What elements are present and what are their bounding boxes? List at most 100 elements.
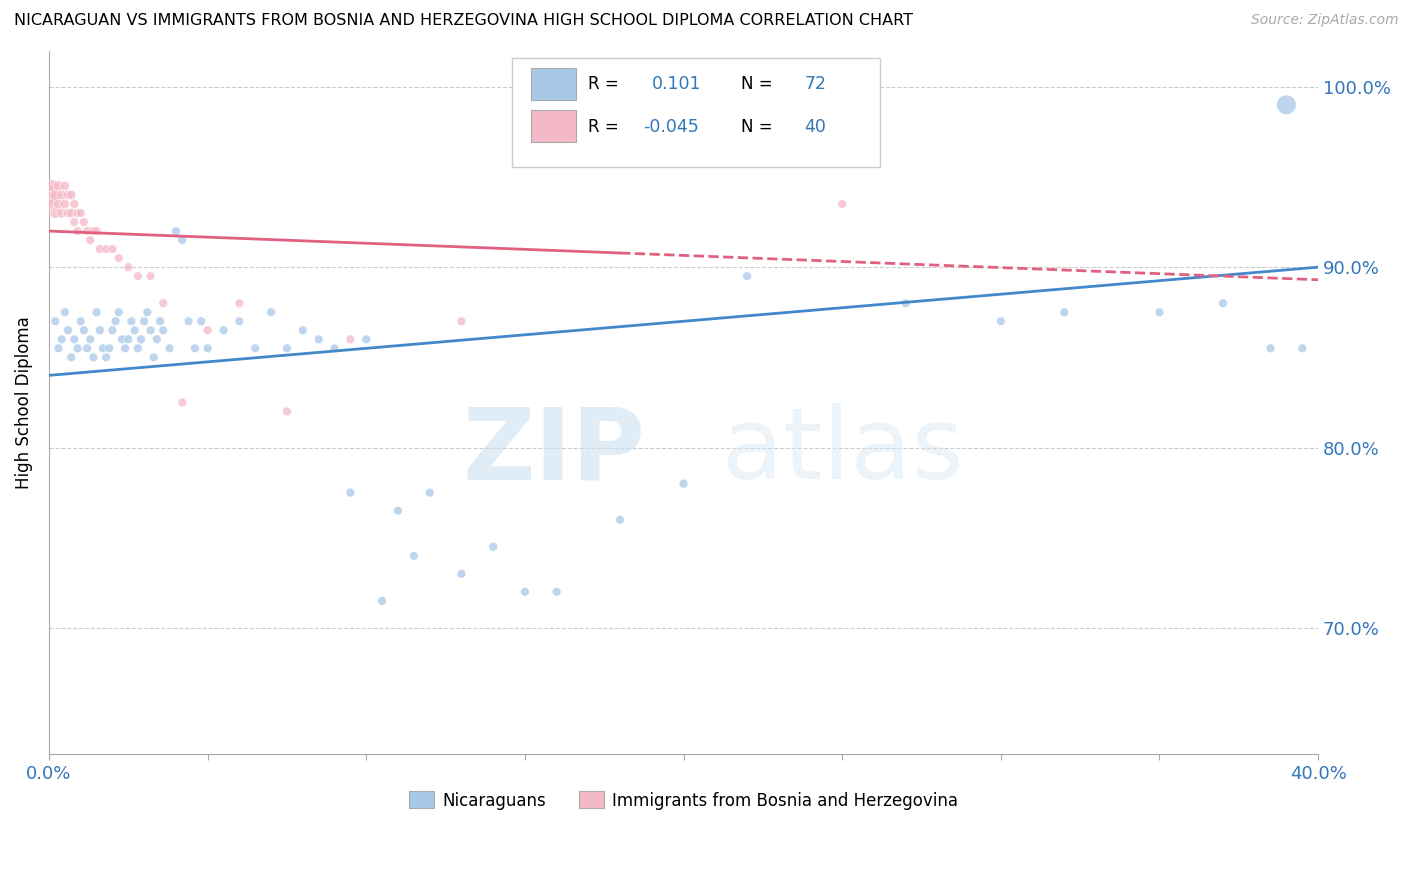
Point [94,242,117,256]
Point [53,305,76,319]
Point [114,342,136,356]
Point [86,305,108,319]
FancyBboxPatch shape [531,69,575,100]
Point [63,197,86,211]
Point [51,188,73,202]
Point [104,314,127,328]
Point [260,305,283,319]
Point [60,351,83,365]
Point [450,314,472,328]
Point [107,251,129,265]
Point [276,342,298,356]
Point [41,178,63,193]
Text: ZIP: ZIP [463,403,645,500]
Point [152,296,174,310]
Point [228,314,250,328]
Point [79,233,101,247]
Point [63,215,86,229]
Point [91,342,114,356]
Point [89,242,111,256]
Point [831,134,853,148]
Point [56,188,79,202]
Point [107,305,129,319]
Point [86,224,108,238]
Text: -0.045: -0.045 [643,118,699,136]
Point [66,224,89,238]
Point [387,504,409,518]
Point [894,296,917,310]
Point [60,188,83,202]
Point [69,206,91,220]
Point [197,323,219,337]
Text: N =: N = [741,76,772,94]
Point [159,342,181,356]
Point [142,351,165,365]
Point [139,323,162,337]
Point [66,342,89,356]
Point [127,342,149,356]
Point [66,206,89,220]
Point [513,585,536,599]
Point [371,594,394,608]
Point [1260,342,1282,356]
Point [82,224,104,238]
Point [101,323,124,337]
Point [136,305,159,319]
Point [139,269,162,284]
Point [76,342,98,356]
Point [308,332,330,346]
Point [546,585,568,599]
Point [56,206,79,220]
Text: NICARAGUAN VS IMMIGRANTS FROM BOSNIA AND HERZEGOVINA HIGH SCHOOL DIPLOMA CORRELA: NICARAGUAN VS IMMIGRANTS FROM BOSNIA AND… [14,13,912,29]
FancyBboxPatch shape [531,111,575,142]
Point [245,342,267,356]
Point [53,197,76,211]
Point [184,342,207,356]
Point [172,233,194,247]
Point [117,260,139,274]
Point [73,215,96,229]
Text: R =: R = [588,118,619,136]
Point [89,323,111,337]
Point [212,323,235,337]
Point [41,197,63,211]
Point [356,332,378,346]
Point [190,314,212,328]
Point [1212,296,1234,310]
Point [60,206,83,220]
Text: atlas: atlas [721,403,963,500]
FancyBboxPatch shape [512,58,880,167]
Point [101,242,124,256]
Point [1149,305,1171,319]
Point [111,332,134,346]
Point [609,513,631,527]
Point [73,323,96,337]
Point [402,549,425,563]
Point [98,342,121,356]
Point [197,342,219,356]
Point [51,332,73,346]
Text: 40: 40 [804,118,825,136]
Point [121,314,143,328]
Point [339,485,361,500]
Point [291,323,314,337]
Point [82,351,104,365]
Point [56,323,79,337]
Point [450,566,472,581]
Point [152,323,174,337]
Point [149,314,172,328]
Point [127,269,149,284]
Point [79,332,101,346]
Point [146,332,169,346]
Point [94,351,117,365]
Point [419,485,441,500]
Text: 72: 72 [804,76,827,94]
Point [165,224,187,238]
Point [48,342,70,356]
Y-axis label: High School Diploma: High School Diploma [15,316,32,489]
Point [672,476,695,491]
Point [76,224,98,238]
Point [44,314,66,328]
Text: N =: N = [741,118,772,136]
Point [38,188,60,202]
